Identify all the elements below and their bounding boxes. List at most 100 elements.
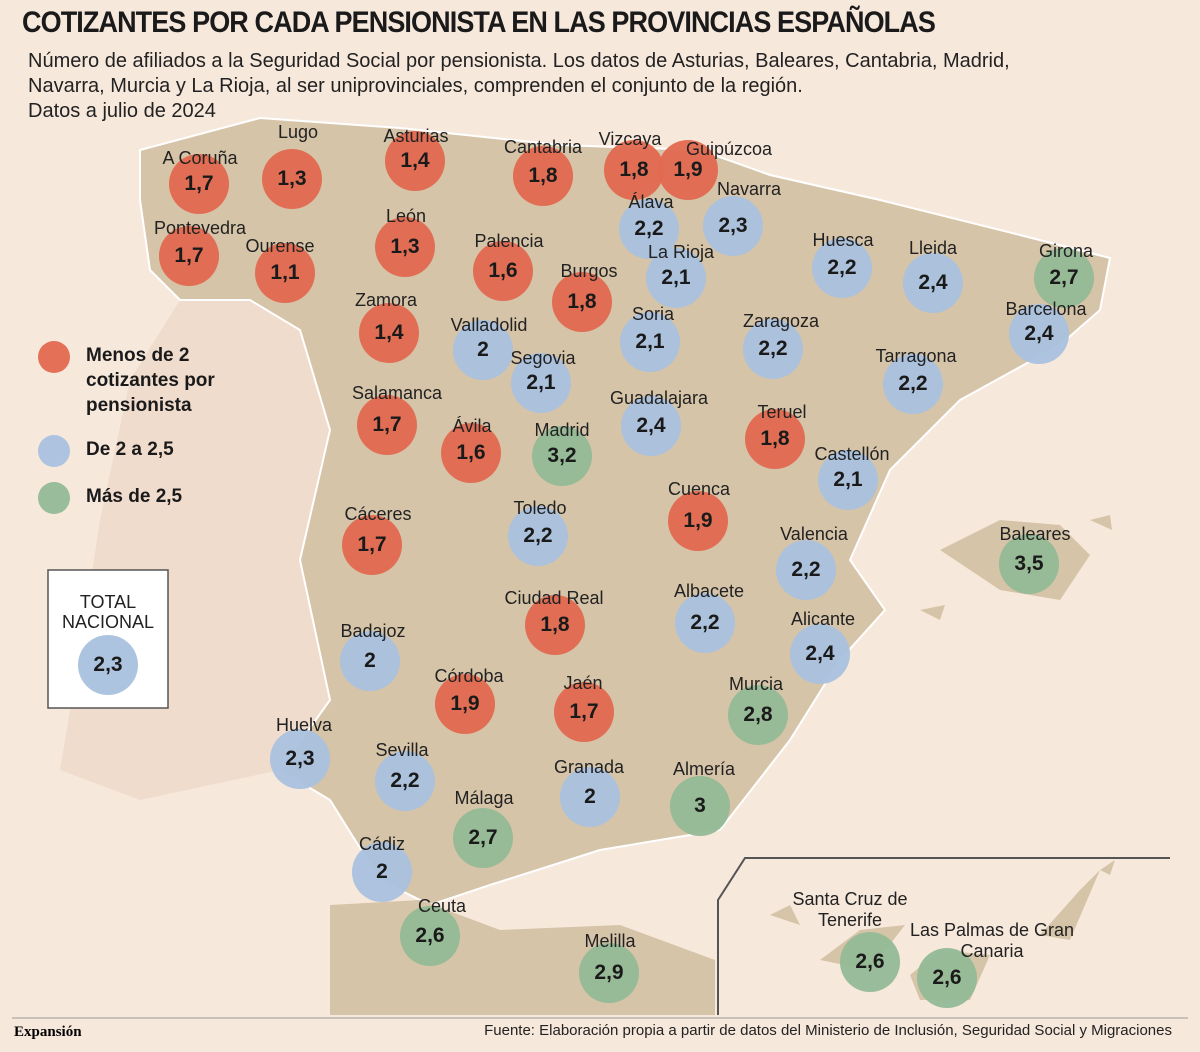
province-value: 2 [477, 338, 489, 361]
province-name: León [385, 206, 427, 226]
total-value: 2,3 [93, 653, 123, 676]
province-bubble [359, 303, 419, 363]
province-bubble [159, 226, 219, 286]
province-bubble [473, 241, 533, 301]
province-value: 1,8 [528, 164, 558, 187]
province-bubble [560, 767, 620, 827]
province-name: Tarragona [875, 346, 957, 366]
legend-swatch [38, 482, 70, 514]
inset-border [717, 857, 1170, 1015]
subtitle: Navarra, Murcia y La Rioja, al ser unipr… [28, 75, 803, 97]
province-value: 2 [584, 785, 596, 808]
province-value: 1,4 [374, 321, 404, 344]
province-name: Burgos [560, 261, 618, 281]
province-bubble [668, 491, 728, 551]
province-name: Zamora [354, 290, 418, 310]
province-name: Ceuta [417, 896, 467, 916]
province-bubble [270, 729, 330, 789]
province-bubble [658, 140, 718, 200]
province-bubble [999, 534, 1059, 594]
province-value: 2,6 [415, 924, 445, 947]
province-name: Vizcaya [598, 129, 662, 149]
province-bubble [619, 199, 679, 259]
province-bubble [511, 353, 571, 413]
province-bubble [400, 906, 460, 966]
province-bubble [1034, 248, 1094, 308]
province-bubble [903, 253, 963, 313]
brand: Expansión [14, 1024, 82, 1040]
province-value: 1,8 [567, 290, 597, 313]
province-value: 3,5 [1014, 552, 1044, 575]
province-bubble [745, 409, 805, 469]
province-name: Asturias [383, 126, 449, 146]
province-name: A Coruña [162, 148, 238, 168]
province-name: Navarra [716, 179, 782, 199]
province-bubble [255, 243, 315, 303]
province-value: 2,1 [526, 371, 556, 394]
province-bubble [532, 426, 592, 486]
province-value: 1,3 [390, 235, 420, 258]
province-value: 2,3 [285, 747, 315, 770]
province-bubble [620, 312, 680, 372]
province-bubble [357, 395, 417, 455]
province-value: 1,7 [174, 244, 204, 267]
province-value: 2,2 [690, 611, 720, 634]
province-name: Guadalajara [609, 388, 709, 408]
province-name: Almería [672, 759, 736, 779]
province-bubble [441, 423, 501, 483]
province-value: 2,2 [898, 372, 928, 395]
province-name: Toledo [513, 498, 567, 518]
province-bubble [169, 154, 229, 214]
province-name: Huelva [275, 715, 333, 735]
province-name: Soria [631, 304, 675, 324]
morocco [330, 900, 715, 1015]
province-bubble [646, 248, 706, 308]
province-value: 2,6 [855, 950, 885, 973]
province-value: 2 [376, 860, 388, 883]
province-name: Jaén [563, 673, 603, 693]
province-value: 1,9 [450, 692, 480, 715]
province-value: 2,2 [523, 524, 553, 547]
legend-swatch [38, 435, 70, 467]
province-value: 1,7 [569, 700, 599, 723]
province-bubble [579, 943, 639, 1003]
province-bubble [385, 131, 445, 191]
province-name: Cáceres [344, 504, 412, 524]
province-bubble [340, 631, 400, 691]
province-name: Córdoba [434, 666, 504, 686]
province-bubble [818, 450, 878, 510]
subtitle: Datos a julio de 2024 [28, 100, 216, 122]
province-value: 2,8 [743, 703, 773, 726]
province-value: 1,7 [357, 533, 387, 556]
province-value: 2,2 [634, 217, 664, 240]
province-bubble [670, 776, 730, 836]
province-value: 2,1 [635, 330, 665, 353]
province-name: Melilla [584, 931, 636, 951]
province-value: 2,2 [390, 769, 420, 792]
province-bubble [513, 146, 573, 206]
province-name: Málaga [454, 788, 514, 808]
province-name: Madrid [534, 420, 590, 440]
province-bubble [790, 624, 850, 684]
province-value: 1,1 [270, 261, 300, 284]
province-value: 2 [364, 649, 376, 672]
province-value: 1,6 [456, 441, 486, 464]
province-bubble [1009, 304, 1069, 364]
province-bubble [604, 140, 664, 200]
province-name: La Rioja [647, 242, 715, 262]
province-name: Segovia [510, 348, 576, 368]
province-name: Baleares [999, 524, 1071, 544]
province-name: Castellón [814, 444, 890, 464]
province-bubble [554, 682, 614, 742]
province-name: Ávila [452, 416, 492, 436]
province-value: 2,7 [1049, 266, 1079, 289]
province-bubble [342, 515, 402, 575]
province-name: Albacete [673, 581, 745, 601]
province-bubble [917, 948, 977, 1008]
province-bubble [840, 932, 900, 992]
province-name: Murcia [728, 674, 784, 694]
province-value: 2,4 [636, 414, 666, 437]
province-bubble [675, 593, 735, 653]
province-value: 1,7 [372, 413, 402, 436]
province-value: 2,4 [1024, 322, 1054, 345]
